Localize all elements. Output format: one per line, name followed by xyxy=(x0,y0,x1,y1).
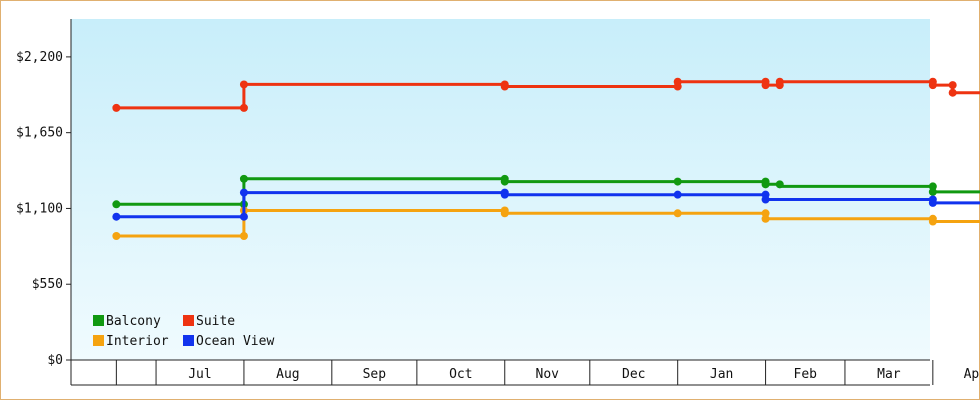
data-point xyxy=(673,209,682,218)
month-label: Dec xyxy=(622,367,645,382)
month-label: Mar xyxy=(877,367,901,382)
data-point xyxy=(928,198,937,207)
data-point xyxy=(761,81,770,90)
data-point xyxy=(112,212,121,221)
month-label: Apr xyxy=(964,367,980,382)
legend-label: Balcony xyxy=(106,314,161,329)
data-point xyxy=(239,103,248,112)
data-point xyxy=(500,209,509,218)
month-label: Sep xyxy=(363,367,387,382)
data-point xyxy=(775,180,784,189)
month-label: Jan xyxy=(710,367,733,382)
data-point xyxy=(928,81,937,90)
data-point xyxy=(761,214,770,223)
data-point xyxy=(948,88,957,97)
data-point xyxy=(761,209,770,218)
y-tick-label: $550 xyxy=(32,277,63,292)
series-balcony xyxy=(112,174,980,209)
month-label: Jul xyxy=(188,367,211,382)
legend-label: Suite xyxy=(196,314,235,329)
data-point xyxy=(761,180,770,189)
data-point xyxy=(500,82,509,91)
data-point xyxy=(112,232,121,240)
data-point xyxy=(500,177,509,186)
legend-label: Ocean View xyxy=(196,334,274,349)
month-label: Oct xyxy=(449,367,472,382)
legend-label: Interior xyxy=(106,334,169,349)
data-point xyxy=(673,77,682,86)
month-label: Aug xyxy=(276,367,299,382)
data-point xyxy=(239,232,248,240)
data-point xyxy=(928,182,937,191)
data-point xyxy=(948,81,957,90)
x-axis: JulAugSepOctNovDecJanFebMarAprMayJunJulA… xyxy=(71,359,980,386)
data-point xyxy=(928,217,937,226)
legend-item-interior: Interior xyxy=(93,334,169,349)
series-suite xyxy=(112,77,980,112)
data-point xyxy=(775,77,784,86)
series-ocean-view xyxy=(112,188,980,221)
data-point xyxy=(673,177,682,186)
legend-swatch xyxy=(93,315,104,326)
month-label: Feb xyxy=(794,367,818,382)
data-point xyxy=(239,80,248,89)
y-tick-label: $2,200 xyxy=(16,50,63,65)
legend-item-ocean-view: Ocean View xyxy=(183,334,274,349)
data-point xyxy=(239,188,248,197)
plot-area xyxy=(71,19,930,360)
legend-swatch xyxy=(183,335,194,346)
y-tick-label: $1,650 xyxy=(16,126,63,141)
series-interior xyxy=(112,206,980,240)
series-lines xyxy=(112,77,980,240)
legend: Balcony Suite Interior Ocean View xyxy=(93,314,274,349)
legend-item-balcony: Balcony xyxy=(93,314,161,329)
data-point xyxy=(761,195,770,204)
data-point xyxy=(928,187,937,196)
data-point xyxy=(239,212,248,221)
y-axis: $0 $550 $1,100 $1,650 $2,200 xyxy=(16,19,72,385)
legend-item-suite: Suite xyxy=(183,314,235,329)
legend-swatch xyxy=(93,335,104,346)
data-point xyxy=(239,174,248,183)
data-point xyxy=(112,103,121,112)
data-point xyxy=(500,190,509,199)
data-point xyxy=(673,190,682,199)
y-tick-label: $0 xyxy=(47,353,63,368)
data-point xyxy=(112,200,121,209)
legend-swatch xyxy=(183,315,194,326)
y-tick-label: $1,100 xyxy=(16,201,63,216)
month-label: Nov xyxy=(536,367,560,382)
